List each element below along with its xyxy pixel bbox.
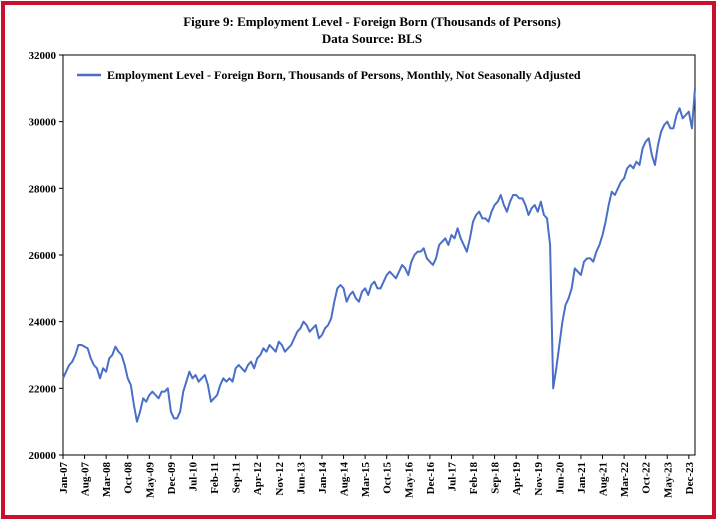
x-tick-label: Nov-12 bbox=[274, 462, 286, 496]
x-tick-label: Jan-14 bbox=[317, 462, 329, 494]
data-line bbox=[62, 88, 696, 423]
x-tick-label: Sep-18 bbox=[490, 462, 502, 494]
x-tick-label: Jan-21 bbox=[576, 462, 588, 494]
y-tick-label: 26000 bbox=[29, 250, 57, 262]
x-tick-label: Dec-23 bbox=[684, 462, 696, 495]
x-tick-label: Feb-11 bbox=[209, 462, 221, 494]
x-tick-label: Sep-11 bbox=[231, 462, 243, 493]
x-tick-label: Aug-07 bbox=[80, 462, 92, 497]
plot-area bbox=[62, 54, 696, 456]
x-tick-label: Apr-12 bbox=[252, 462, 264, 496]
x-tick-label: Nov-19 bbox=[533, 462, 545, 496]
chart-subtitle: Data Source: BLS bbox=[322, 31, 422, 46]
y-tick-label: 28000 bbox=[29, 183, 57, 195]
y-tick-label: 20000 bbox=[29, 450, 57, 462]
y-tick-label: 32000 bbox=[29, 50, 57, 62]
legend-label: Employment Level - Foreign Born, Thousan… bbox=[107, 68, 581, 82]
x-tick-label: Jun-20 bbox=[554, 462, 566, 495]
x-tick-label: Mar-08 bbox=[101, 462, 113, 498]
x-tick-label: Oct-08 bbox=[123, 462, 135, 494]
x-tick-label: Apr-19 bbox=[511, 462, 523, 496]
x-tick-label: Jul-10 bbox=[187, 462, 199, 492]
chart-title: Figure 9: Employment Level - Foreign Bor… bbox=[183, 14, 561, 29]
x-tick-label: Feb-18 bbox=[468, 462, 480, 495]
x-tick-label: May-23 bbox=[662, 462, 674, 499]
x-tick-label: May-16 bbox=[403, 462, 415, 499]
x-tick-label: Aug-21 bbox=[598, 462, 610, 496]
x-tick-label: Dec-09 bbox=[166, 462, 178, 495]
x-tick-label: Mar-22 bbox=[619, 462, 631, 498]
x-tick-label: Jun-13 bbox=[295, 462, 307, 495]
x-tick-label: Jul-17 bbox=[446, 462, 458, 492]
x-tick-label: Oct-15 bbox=[382, 462, 394, 494]
y-tick-label: 30000 bbox=[29, 117, 57, 129]
x-tick-label: Dec-16 bbox=[425, 462, 437, 495]
y-tick-label: 24000 bbox=[29, 317, 57, 329]
x-tick-label: Oct-22 bbox=[641, 462, 653, 494]
x-tick-label: Jan-07 bbox=[58, 462, 70, 494]
x-tick-label: May-09 bbox=[144, 462, 156, 499]
x-tick-label: Aug-14 bbox=[339, 462, 351, 497]
x-tick-label: Mar-15 bbox=[360, 462, 372, 498]
y-tick-label: 22000 bbox=[29, 383, 57, 395]
